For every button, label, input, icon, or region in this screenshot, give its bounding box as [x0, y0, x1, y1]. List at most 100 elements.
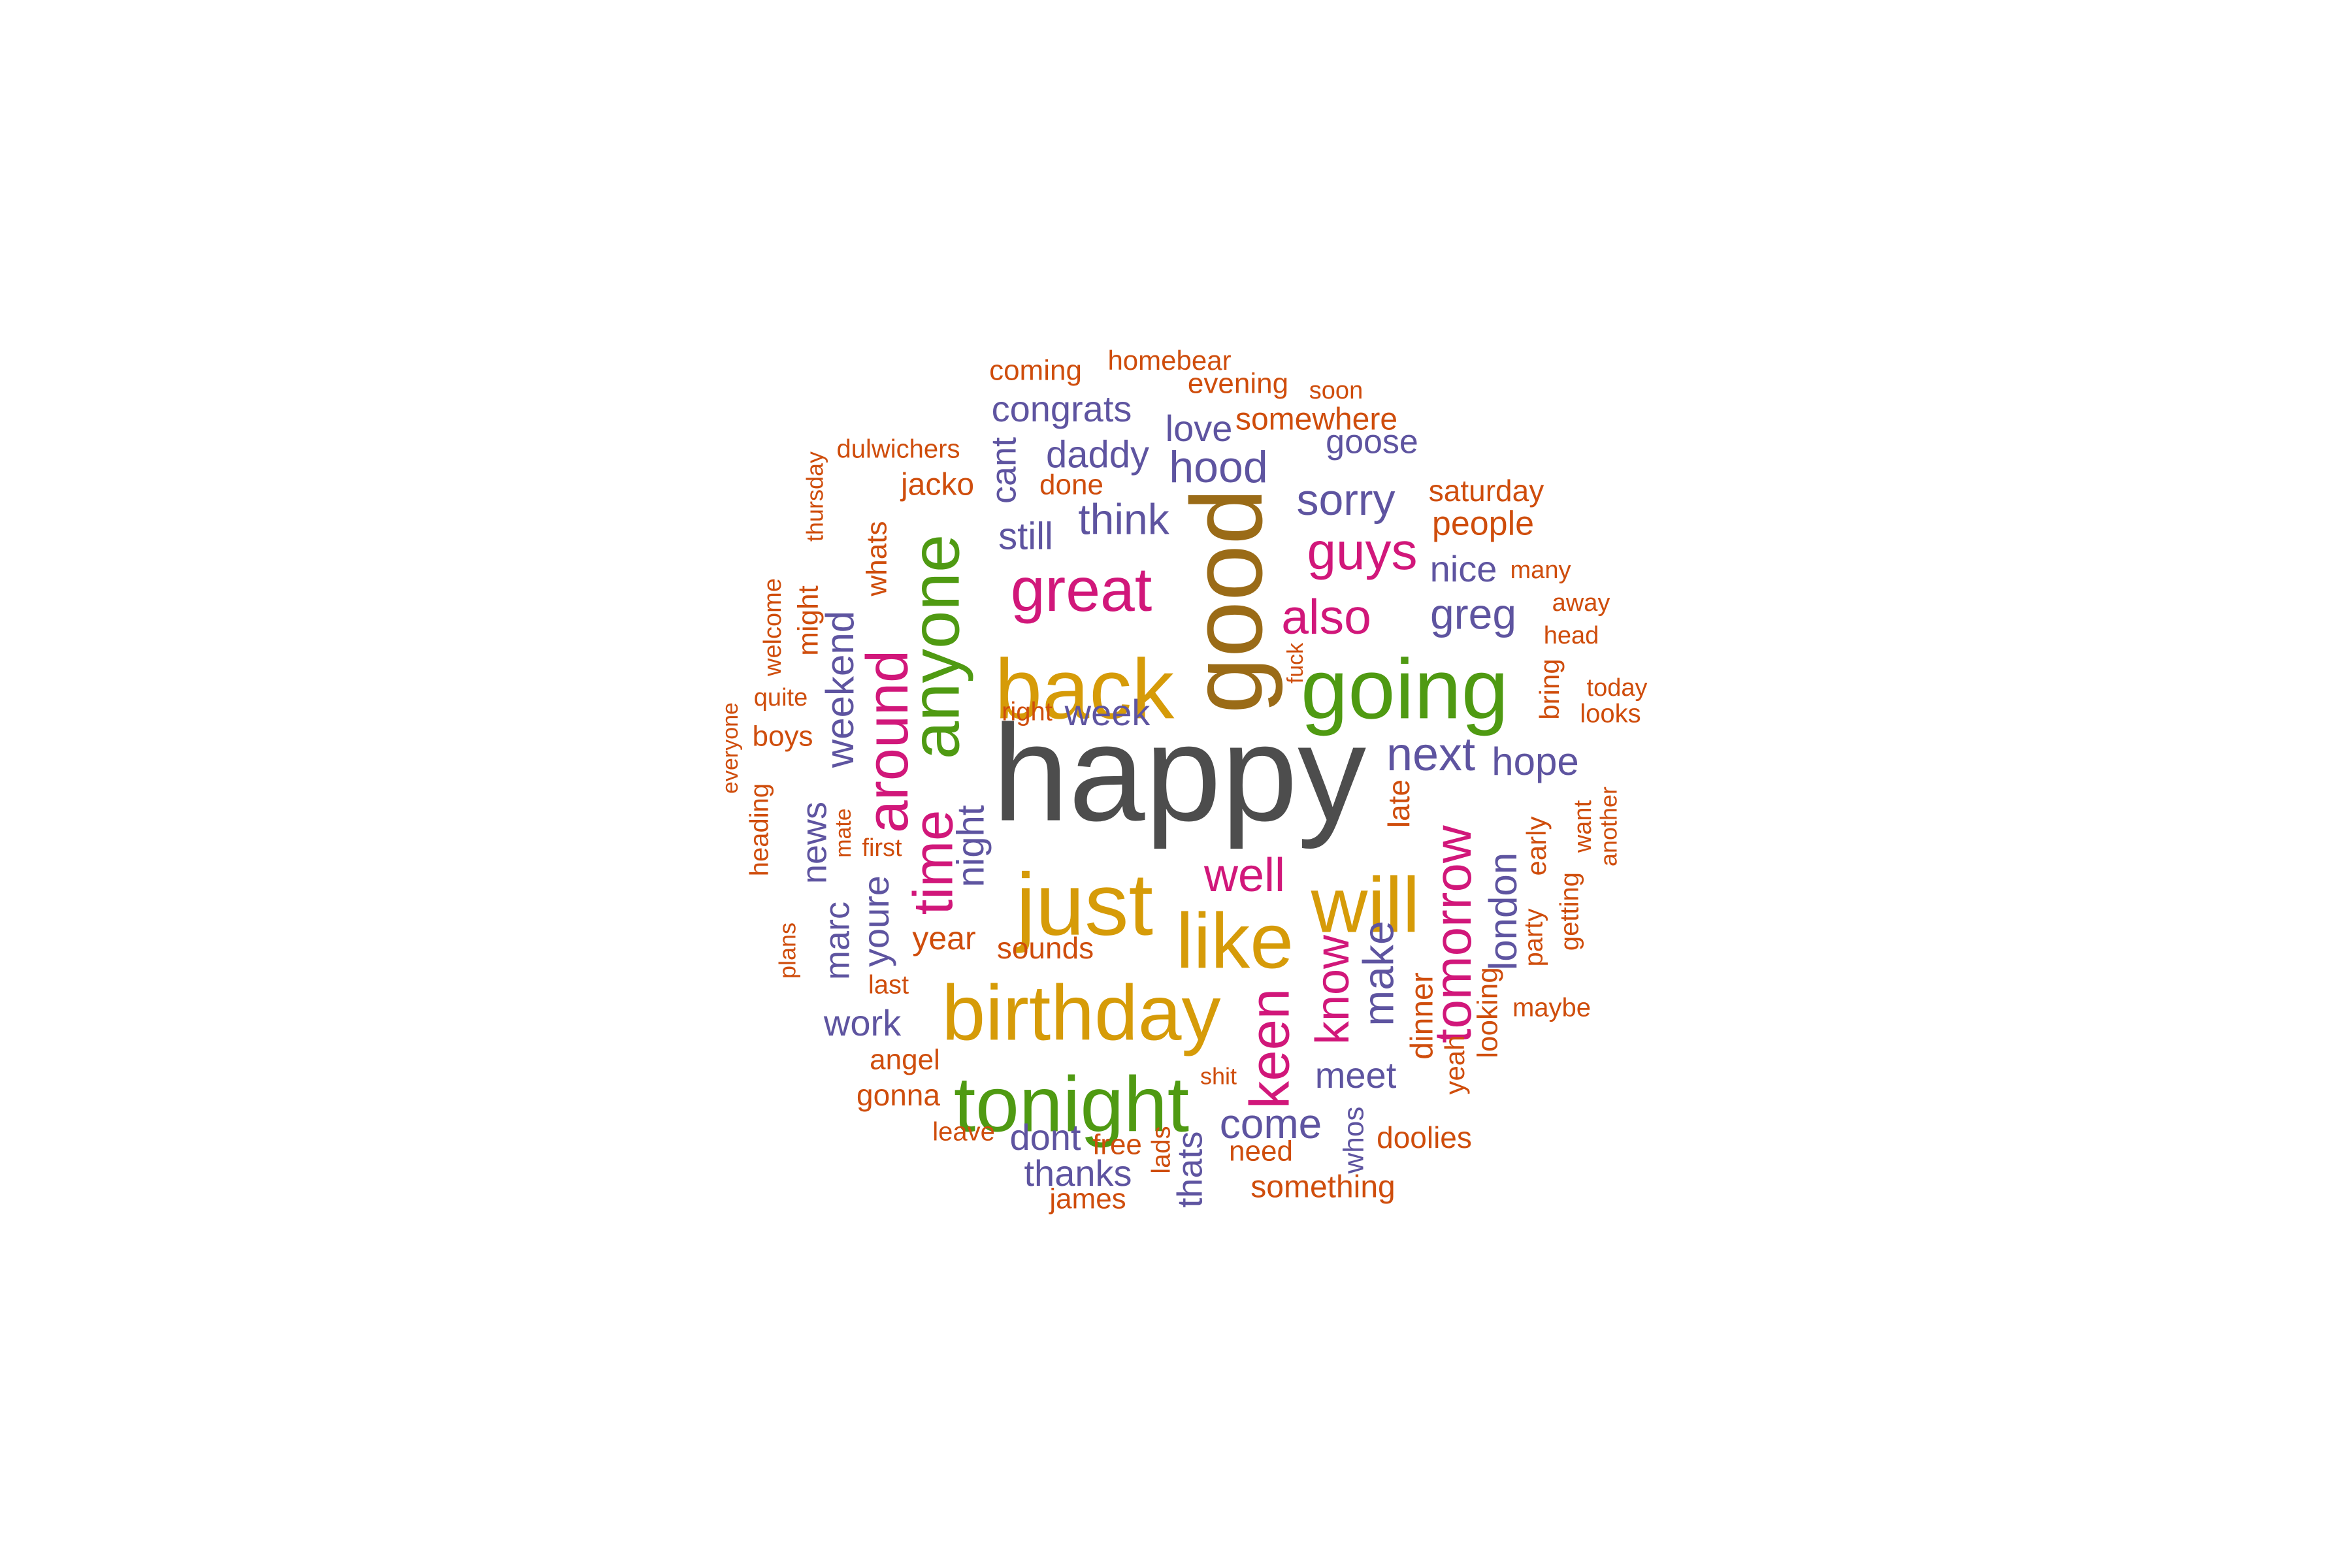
- word-congrats: congrats: [992, 388, 1132, 429]
- word-james: james: [1048, 1183, 1126, 1215]
- word-week: week: [1064, 692, 1151, 733]
- word-hope: hope: [1492, 740, 1578, 783]
- word-sorry: sorry: [1296, 475, 1395, 525]
- word-time: time: [902, 810, 964, 915]
- word-year: year: [912, 920, 975, 956]
- word-many: many: [1511, 557, 1571, 584]
- word-make: make: [1354, 921, 1402, 1026]
- word-back: back: [995, 641, 1175, 736]
- word-love: love: [1166, 408, 1233, 449]
- word-first: first: [862, 834, 902, 862]
- word-dulwichers: dulwichers: [837, 435, 960, 464]
- word-thanks: thanks: [1024, 1152, 1132, 1194]
- word-well: well: [1203, 849, 1285, 902]
- word-happy: happy: [992, 696, 1366, 849]
- word-work: work: [823, 1002, 902, 1043]
- word-last: last: [868, 971, 909, 1000]
- word-yeah: yeah: [1439, 1035, 1470, 1094]
- word-heading: heading: [745, 783, 774, 876]
- word-also: also: [1281, 589, 1371, 644]
- word-fuck: fuck: [1283, 642, 1308, 683]
- word-right: right: [1002, 698, 1053, 727]
- word-another: another: [1595, 787, 1622, 866]
- word-greg: greg: [1430, 589, 1516, 638]
- word-just: just: [1013, 855, 1153, 954]
- word-guys: guys: [1307, 522, 1418, 580]
- word-looking: looking: [1472, 967, 1504, 1058]
- word-boys: boys: [753, 721, 813, 753]
- word-looks: looks: [1580, 700, 1641, 728]
- word-saturday: saturday: [1429, 474, 1544, 508]
- word-around: around: [855, 650, 921, 833]
- word-tomorrow: tomorrow: [1424, 825, 1482, 1043]
- word-leave: leave: [932, 1118, 995, 1147]
- word-gonna: gonna: [857, 1078, 940, 1112]
- word-doolies: doolies: [1377, 1120, 1472, 1154]
- word-mate: mate: [831, 808, 856, 858]
- word-something: something: [1250, 1170, 1395, 1205]
- word-marc: marc: [817, 902, 857, 980]
- word-late: late: [1382, 779, 1416, 828]
- word-thursday: thursday: [802, 451, 828, 542]
- word-homebear: homebear: [1107, 345, 1231, 376]
- word-great: great: [1011, 555, 1152, 625]
- word-goose: goose: [1326, 423, 1418, 461]
- word-need: need: [1229, 1135, 1293, 1168]
- word-quite: quite: [754, 684, 808, 711]
- word-shit: shit: [1200, 1063, 1237, 1090]
- word-somewhere: somewhere: [1235, 402, 1397, 437]
- word-news: news: [794, 802, 834, 884]
- word-today: today: [1587, 674, 1648, 702]
- word-plans: plans: [774, 923, 801, 979]
- word-will: will: [1311, 862, 1420, 949]
- word-birthday: birthday: [942, 970, 1221, 1057]
- word-meet: meet: [1315, 1054, 1397, 1096]
- word-done: done: [1039, 469, 1103, 501]
- word-good: good: [1170, 489, 1283, 714]
- word-head: head: [1544, 622, 1599, 649]
- word-evening: evening: [1188, 368, 1288, 400]
- word-know: know: [1307, 934, 1359, 1045]
- word-next: next: [1386, 728, 1475, 781]
- word-coming: coming: [989, 355, 1082, 387]
- word-hood: hood: [1169, 442, 1267, 492]
- word-tonight: tonight: [954, 1061, 1189, 1149]
- word-come: come: [1220, 1100, 1322, 1147]
- word-lads: lads: [1147, 1126, 1176, 1173]
- word-think: think: [1078, 495, 1169, 543]
- word-nice: nice: [1430, 548, 1497, 589]
- word-angel: angel: [870, 1044, 940, 1076]
- word-bring: bring: [1534, 659, 1565, 719]
- word-youre: youre: [855, 875, 896, 967]
- word-still: still: [998, 515, 1053, 557]
- word-early: early: [1521, 816, 1552, 875]
- word-london: london: [1481, 853, 1525, 970]
- word-whos: whos: [1338, 1107, 1370, 1175]
- word-daddy: daddy: [1046, 433, 1149, 476]
- word-dinner: dinner: [1405, 972, 1440, 1059]
- word-night: night: [949, 805, 992, 887]
- word-dont: dont: [1010, 1117, 1081, 1158]
- word-cant: cant: [984, 437, 1023, 504]
- word-soon: soon: [1309, 377, 1363, 404]
- word-going: going: [1301, 641, 1509, 736]
- word-getting: getting: [1556, 872, 1584, 951]
- word-weekend: weekend: [818, 611, 862, 768]
- word-people: people: [1432, 505, 1534, 543]
- word-whats: whats: [861, 521, 893, 597]
- word-everyone: everyone: [718, 702, 743, 794]
- word-away: away: [1552, 589, 1610, 617]
- word-free: free: [1092, 1129, 1142, 1161]
- word-like: like: [1176, 898, 1294, 985]
- word-keen: keen: [1239, 988, 1301, 1109]
- word-want: want: [1569, 800, 1597, 853]
- word-party: party: [1520, 909, 1548, 967]
- word-jacko: jacko: [900, 468, 974, 502]
- word-welcome: welcome: [759, 578, 787, 677]
- word-sounds: sounds: [997, 931, 1094, 965]
- word-might: might: [792, 585, 825, 656]
- word-maybe: maybe: [1512, 994, 1591, 1022]
- word-anyone: anyone: [898, 534, 974, 759]
- word-thats: thats: [1170, 1131, 1209, 1207]
